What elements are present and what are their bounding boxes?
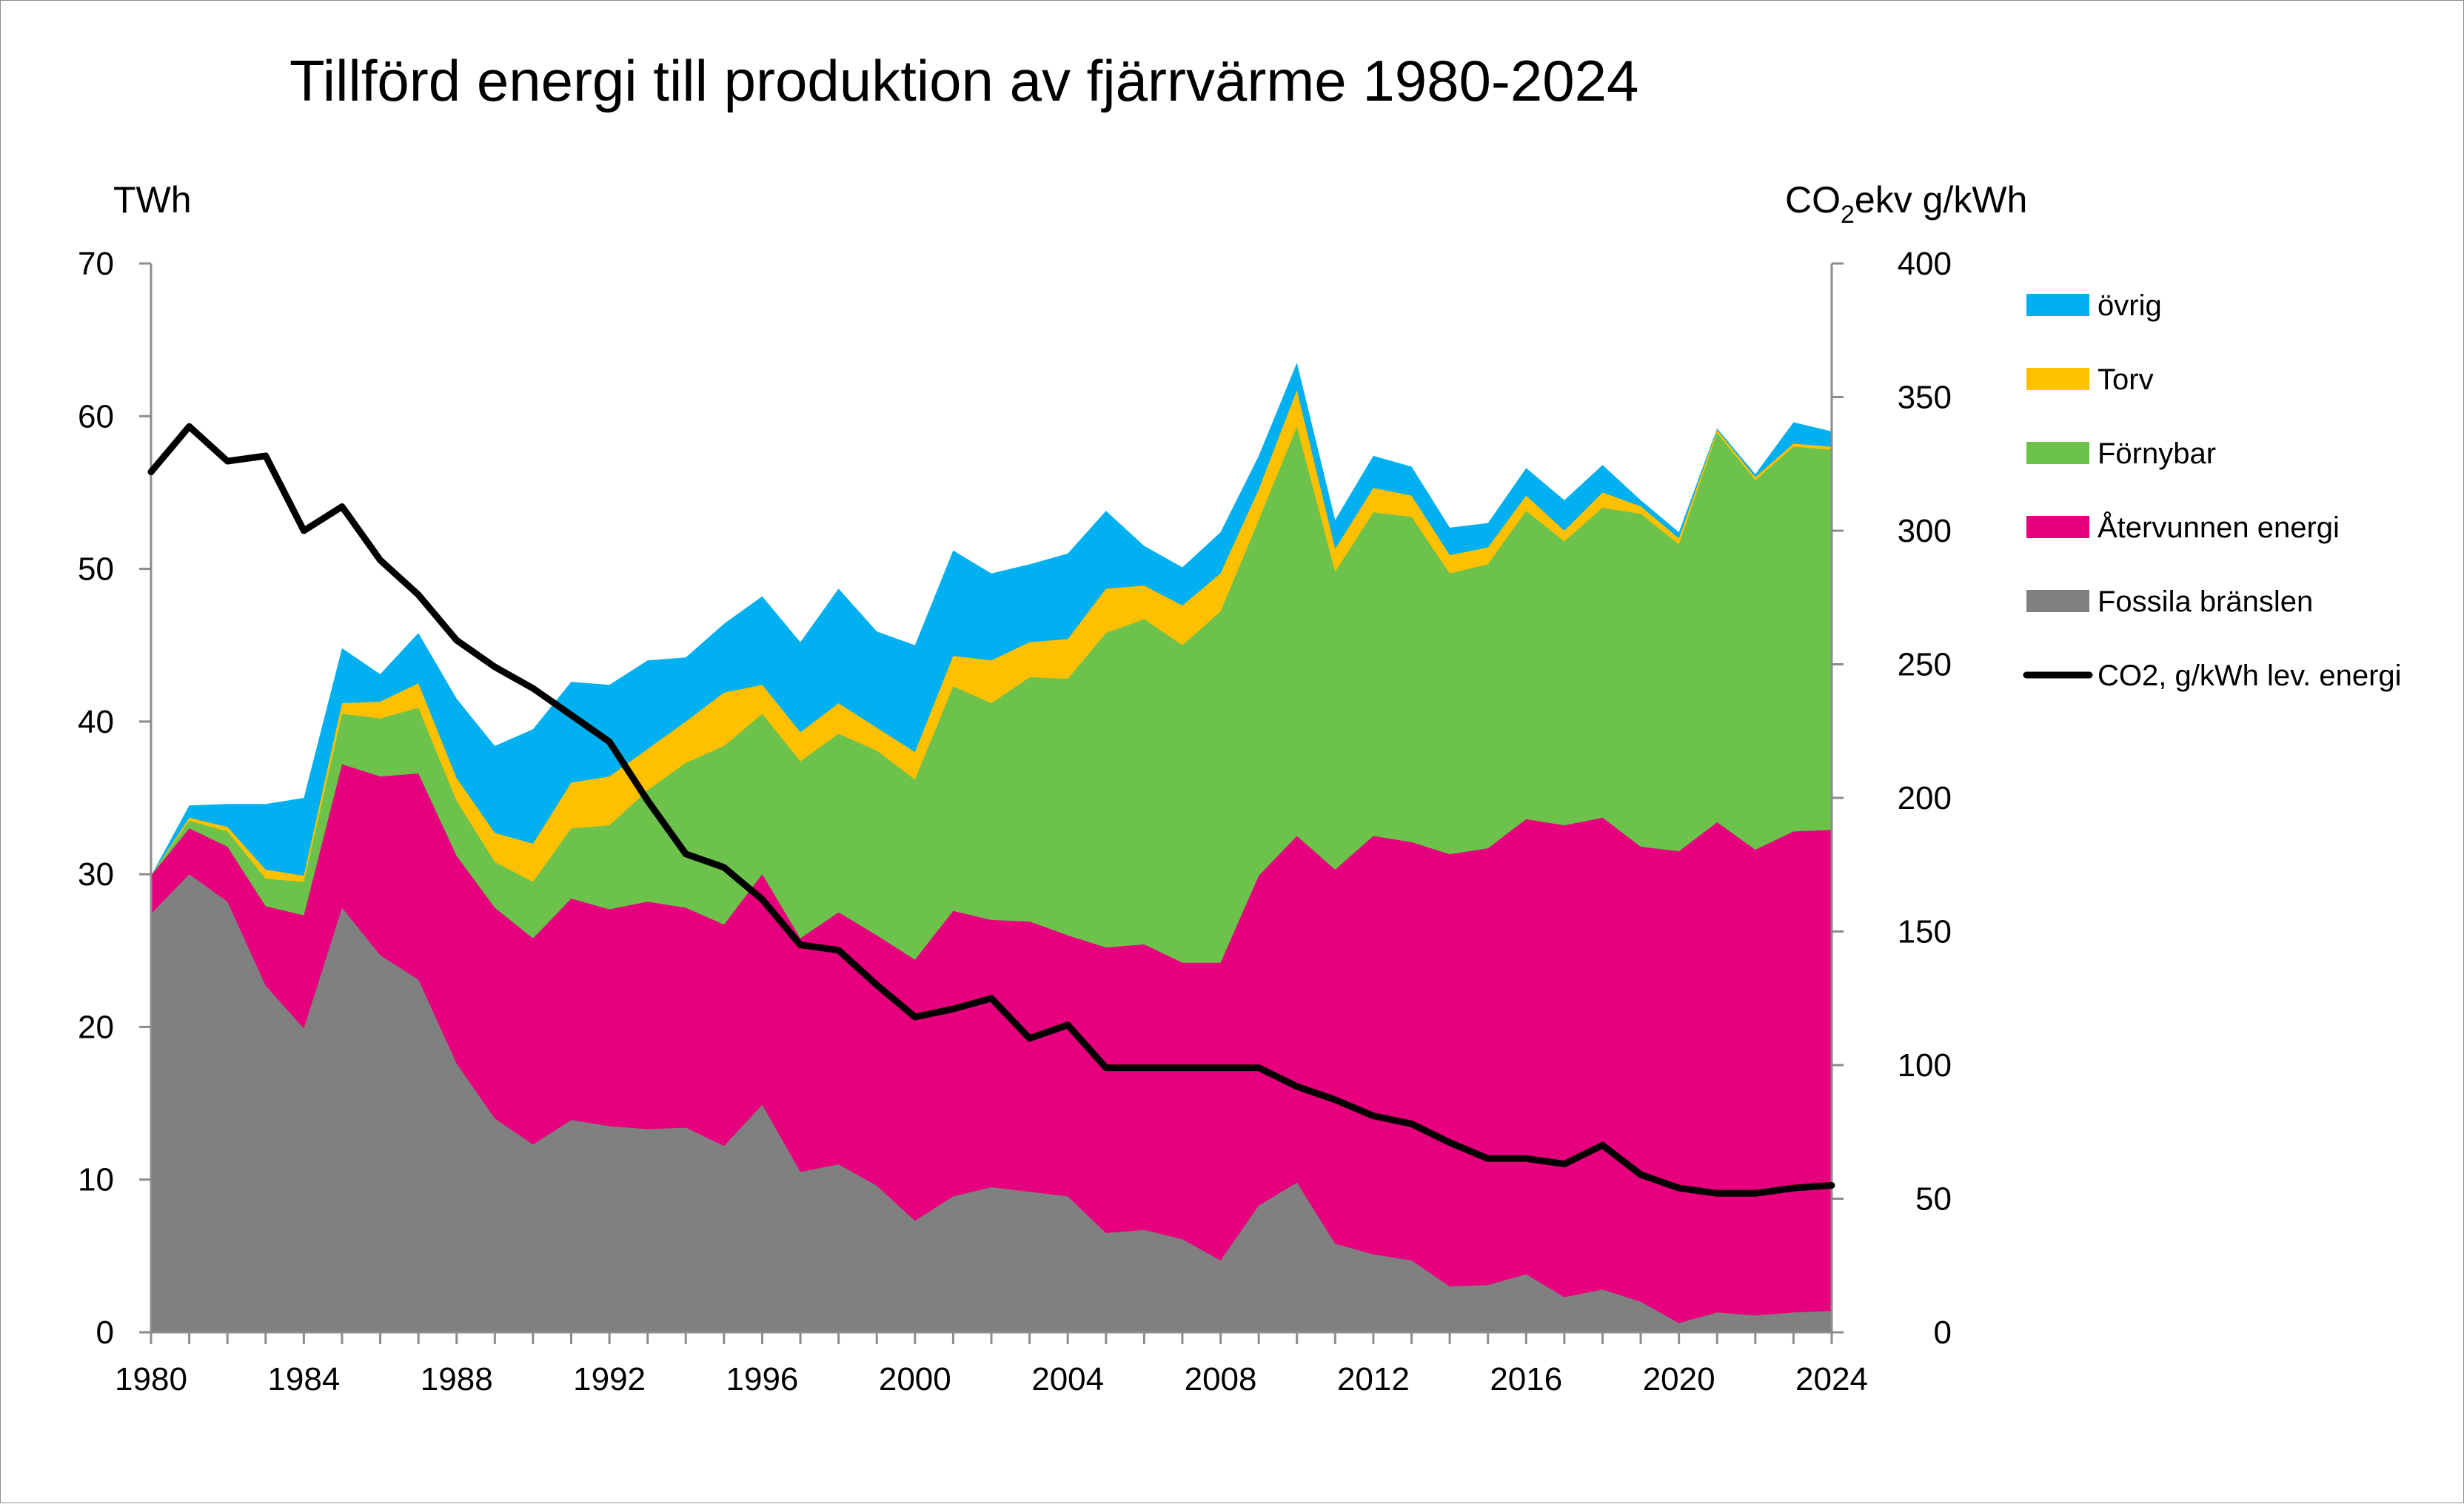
left-tick-label: 40 — [78, 704, 114, 740]
right-axis-label-main: CO — [1785, 179, 1841, 221]
x-tick-label: 2012 — [1337, 1361, 1410, 1397]
left-tick-label: 0 — [96, 1315, 114, 1351]
right-axis-label-rest: ekv g/kWh — [1855, 179, 2027, 221]
right-tick-label: 400 — [1898, 246, 1952, 282]
x-tick-label: 2004 — [1031, 1361, 1104, 1397]
right-tick-label: 250 — [1898, 647, 1952, 683]
line-layers — [147, 423, 1835, 1197]
legend-swatch-atervunnen-energi — [2026, 516, 2089, 538]
legend-label-fornybar: Förnybar — [2098, 437, 2216, 470]
left-tick-label: 10 — [78, 1162, 114, 1198]
x-tick-label: 1988 — [421, 1361, 493, 1397]
left-tick-label: 30 — [78, 856, 114, 893]
legend-swatch-fossila-branslen — [2026, 590, 2089, 612]
x-tick-label: 2020 — [1643, 1361, 1715, 1397]
area-fossila-branslen — [151, 874, 1832, 1332]
legend-label-co2-g-kwh-lev-energi: CO2, g/kWh lev. energi — [2098, 659, 2402, 692]
x-tick-label: 1996 — [726, 1361, 799, 1397]
x-tick-label: 2000 — [879, 1361, 951, 1397]
area-layers — [151, 363, 1832, 1333]
right-tick-label: 100 — [1898, 1047, 1952, 1084]
right-tick-label: 150 — [1898, 914, 1952, 950]
legend-swatch-ovrig — [2026, 294, 2089, 316]
right-tick-label: 200 — [1898, 780, 1952, 816]
x-tick-label: 2016 — [1490, 1361, 1562, 1397]
line-co2-g-kwh-lev-energi — [147, 423, 1835, 1197]
x-tick-label: 1992 — [573, 1361, 646, 1397]
legend-label-atervunnen-energi: Återvunnen energi — [2098, 511, 2340, 544]
right-axis-label: CO2ekv g/kWh — [1785, 179, 2027, 229]
chart-title: Tillförd energi till produktion av fjärr… — [289, 48, 1638, 113]
axes: 0 10 20 30 40 50 60 70 0 50 100 150 200 250 300 350 400 1… — [78, 246, 1952, 1397]
right-tick-label: 300 — [1898, 513, 1952, 549]
legend-label-ovrig: övrig — [2098, 289, 2162, 322]
x-tick-label: 2008 — [1185, 1361, 1257, 1397]
x-tick-label: 1984 — [267, 1361, 340, 1397]
x-tick-label: 2024 — [1795, 1361, 1868, 1397]
right-axis-label-subscript: 2 — [1841, 201, 1855, 229]
legend-label-torv: Torv — [2098, 363, 2154, 396]
right-tick-label: 0 — [1934, 1315, 1952, 1351]
legend: övrig Torv Förnybar Återvunnen energi Fossil… — [2023, 289, 2402, 692]
left-tick-label: 50 — [78, 551, 114, 588]
left-axis-label: TWh — [113, 179, 192, 221]
right-tick-label: 50 — [1915, 1181, 1952, 1218]
legend-swatch-fornybar — [2026, 442, 2089, 464]
left-tick-label: 60 — [78, 398, 114, 434]
right-tick-label: 350 — [1898, 380, 1952, 416]
legend-label-fossila-branslen: Fossila bränslen — [2098, 585, 2313, 618]
left-tick-label: 20 — [78, 1009, 114, 1045]
left-tick-label: 70 — [78, 246, 114, 282]
legend-swatch-torv — [2026, 368, 2089, 390]
x-tick-label: 1980 — [115, 1361, 187, 1397]
